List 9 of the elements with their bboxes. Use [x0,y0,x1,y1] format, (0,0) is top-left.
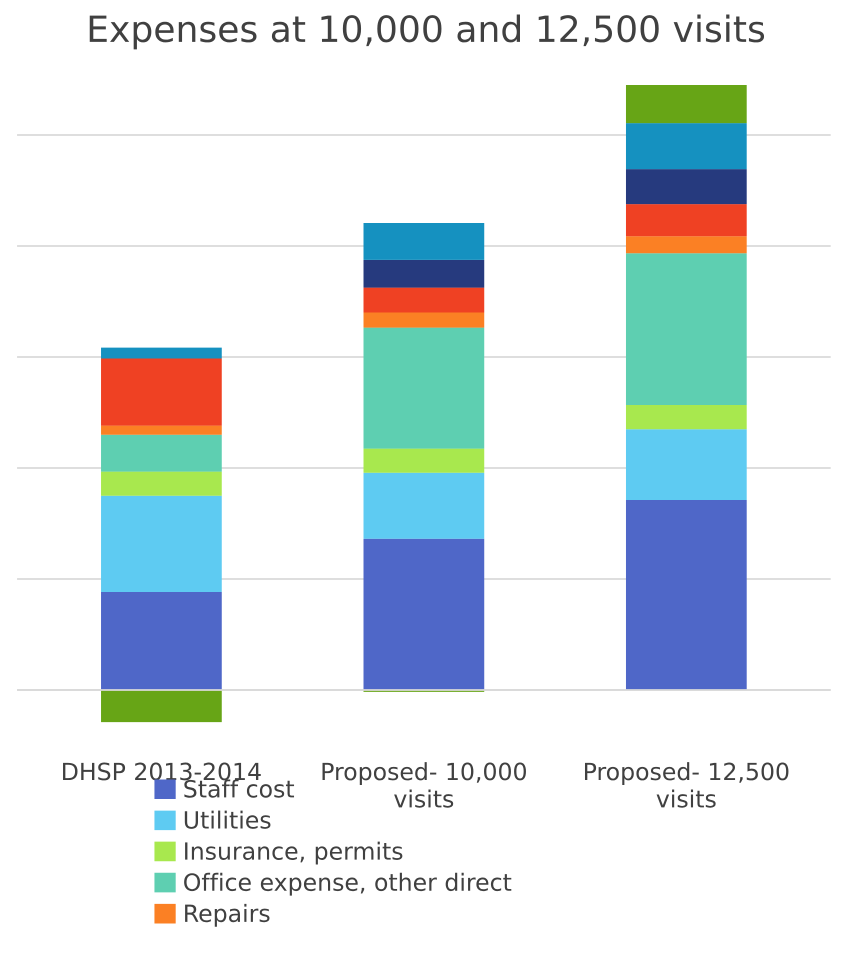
legend-label: Insurance, permits [185,842,402,865]
legend-label: Utilities [184,810,270,829]
legend-label: Repairs [185,904,270,927]
x-tick-label: Proposed- 12,500 visits [584,762,788,808]
chart-title: Expenses at 10,000 and 12,500 visits [90,14,764,50]
x-tick-label: Proposed- 10,000 visits [322,762,526,808]
legend-label: Office expense, other direct [184,872,512,896]
legend-label: Staff cost [184,779,294,798]
x-tick-label: DHSP 2013-2014 [63,762,261,780]
